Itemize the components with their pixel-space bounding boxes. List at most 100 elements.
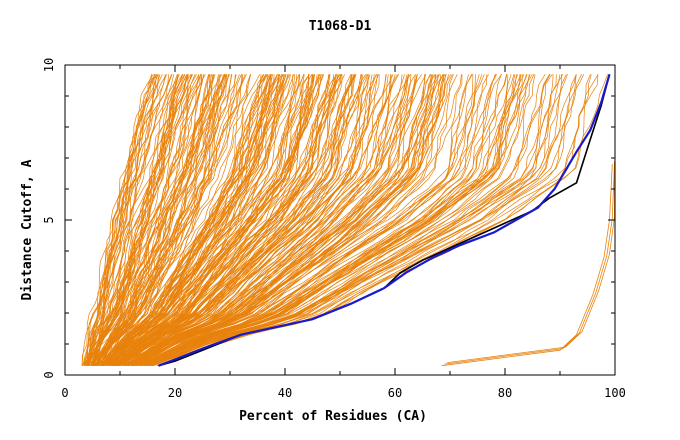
model-curve	[114, 74, 357, 366]
model-curve	[99, 74, 244, 366]
model-curve	[139, 74, 507, 367]
model-curve	[110, 74, 335, 366]
model-curve	[137, 74, 469, 367]
model-curve	[132, 74, 434, 367]
model-curve	[95, 74, 203, 366]
model-curve	[134, 74, 473, 366]
model-curve	[84, 74, 175, 366]
model-curve	[88, 74, 187, 366]
model-curve	[97, 74, 227, 366]
model-curve	[127, 74, 409, 367]
model-curve	[113, 74, 339, 366]
model-curve	[140, 74, 488, 367]
model-curve	[92, 74, 189, 366]
model-curve	[107, 74, 314, 366]
model-curve	[81, 74, 154, 366]
model-curve	[87, 74, 193, 366]
model-curve	[125, 74, 405, 366]
model-curve	[111, 74, 313, 366]
model-curve	[83, 74, 153, 366]
model-curve	[91, 74, 200, 366]
model-curve	[124, 74, 389, 366]
model-curve	[133, 74, 458, 367]
model-curve	[110, 74, 341, 366]
model-curve	[114, 74, 324, 366]
x-tick-label: 40	[278, 386, 292, 400]
model-curve	[127, 74, 439, 367]
model-curve	[100, 74, 261, 366]
model-curve	[118, 74, 373, 366]
model-curve	[94, 74, 200, 366]
model-curve	[94, 74, 228, 366]
x-tick-label: 100	[604, 386, 626, 400]
x-tick-label: 0	[61, 386, 68, 400]
blue-highlight-curve	[158, 73, 611, 367]
model-curve	[124, 74, 387, 367]
model-curve	[119, 74, 367, 366]
model-curve	[139, 74, 483, 367]
outlier-curve	[444, 162, 615, 365]
model-curve	[103, 74, 282, 366]
model-curve	[91, 74, 212, 366]
model-curve	[129, 74, 416, 366]
model-curve	[90, 74, 180, 366]
model-curve	[91, 74, 210, 366]
model-curves	[81, 74, 608, 367]
model-curve	[119, 74, 387, 366]
model-curve	[102, 74, 268, 366]
model-curve	[89, 74, 184, 366]
model-curve	[151, 74, 551, 367]
model-curve	[152, 74, 554, 367]
model-curve	[103, 74, 292, 366]
model-curve	[92, 74, 186, 366]
model-curve	[136, 74, 454, 367]
model-curve	[108, 74, 298, 366]
model-curve	[108, 74, 305, 366]
model-curve	[149, 74, 567, 367]
y-tick-label: 0	[42, 371, 56, 378]
model-curve	[150, 74, 562, 367]
model-curve	[114, 74, 355, 366]
model-curve	[128, 74, 444, 366]
model-curve	[141, 74, 502, 367]
highlight-curves	[158, 73, 611, 367]
model-curve	[142, 74, 496, 367]
x-tick-label: 60	[388, 386, 402, 400]
model-curve	[88, 74, 197, 366]
model-curve	[98, 74, 243, 366]
model-curve	[114, 74, 331, 366]
model-curve	[141, 74, 521, 367]
chart-title: T1068-D1	[309, 19, 372, 34]
model-curve	[100, 74, 232, 366]
model-curve	[94, 74, 225, 366]
model-curve	[138, 74, 485, 367]
model-curve	[101, 74, 271, 366]
model-curve	[109, 74, 300, 366]
model-curve	[95, 74, 230, 366]
model-curve	[120, 74, 371, 366]
model-curve	[90, 74, 202, 366]
model-curve	[86, 74, 178, 366]
model-curve	[143, 74, 533, 367]
model-curve	[87, 74, 170, 366]
tick-labels: 0 20 40 60 80 100 0 5 10	[42, 58, 626, 400]
model-curve	[125, 74, 392, 366]
model-curve	[103, 74, 273, 366]
x-tick-label: 80	[498, 386, 512, 400]
model-curve	[85, 74, 180, 366]
y-tick-label: 10	[42, 58, 56, 72]
x-axis-label: Percent of Residues (CA)	[239, 409, 427, 424]
x-tick-label: 20	[168, 386, 182, 400]
model-curve	[147, 74, 523, 367]
model-curve	[88, 74, 192, 366]
model-curve	[122, 74, 394, 366]
model-curve	[81, 74, 156, 366]
model-curve	[104, 74, 285, 366]
model-curve	[102, 74, 289, 366]
model-curve	[157, 74, 599, 367]
y-tick-label: 5	[42, 216, 56, 223]
y-axis-label: Distance Cutoff, A	[20, 159, 35, 300]
model-curve	[116, 74, 341, 366]
model-curve	[85, 74, 158, 366]
model-curve	[100, 74, 251, 366]
